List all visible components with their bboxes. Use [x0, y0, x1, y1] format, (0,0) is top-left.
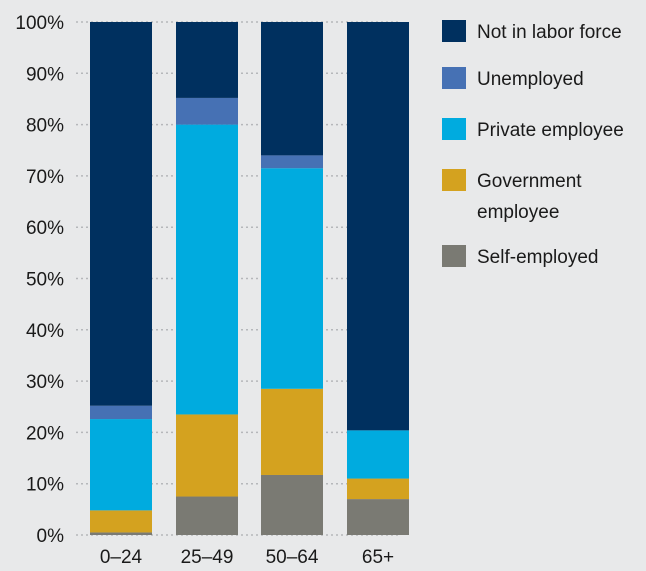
bar-segment-self-employed [347, 499, 409, 535]
y-tick-label: 70% [26, 167, 64, 188]
legend-swatch [442, 67, 466, 89]
bar-segment-private-employee [261, 168, 323, 389]
y-tick-label: 90% [26, 64, 64, 85]
bar-stack [90, 22, 152, 535]
bar-segment-government-employee [176, 414, 238, 497]
legend-label: Unemployed [477, 69, 584, 90]
legend-label: Government employee [477, 171, 582, 223]
bar-segment-private-employee [347, 430, 409, 479]
legend: Not in labor force Unemployed Private empl… [442, 20, 624, 268]
y-tick-label: 50% [26, 270, 64, 291]
bar-segment-private-employee [176, 124, 238, 415]
y-tick-label: 80% [26, 116, 64, 137]
bar-segment-private-employee [90, 419, 152, 511]
bar-segment-unemployed [261, 155, 323, 169]
legend-swatch [442, 169, 466, 191]
bar-segment-unemployed [176, 97, 238, 125]
legend-item: Unemployed [442, 67, 584, 90]
legend-item: Private employee [442, 118, 624, 141]
bar-segment-not-in-labor-force [90, 22, 152, 406]
legend-swatch [442, 20, 466, 42]
legend-item: Government employee [442, 169, 582, 223]
legend-item: Not in labor force [442, 20, 622, 43]
bar-segment-not-in-labor-force [261, 22, 323, 156]
x-tick-label: 25–49 [181, 547, 234, 568]
y-axis: 0% 10% 20% 30% 40% 50% 60% 70% 80% 90% 100% [15, 13, 64, 547]
bar-stack [261, 22, 323, 535]
y-tick-label: 30% [26, 372, 64, 393]
bar-segment-self-employed [261, 474, 323, 535]
bar-segment-government-employee [347, 478, 409, 500]
bar-segment-not-in-labor-force [176, 22, 238, 98]
legend-label: Self-employed [477, 247, 598, 268]
x-tick-label: 50–64 [266, 547, 319, 568]
x-tick-label: 0–24 [100, 547, 143, 568]
bar-stack [347, 22, 409, 535]
bar-segment-government-employee [261, 388, 323, 475]
x-axis: 0–24 25–49 50–64 65+ [100, 547, 394, 568]
legend-item: Self-employed [442, 245, 598, 268]
legend-swatch [442, 118, 466, 140]
bar-stack [176, 22, 238, 535]
bars [90, 22, 409, 535]
legend-label: Not in labor force [477, 22, 622, 43]
y-tick-label: 20% [26, 423, 64, 444]
legend-swatch [442, 245, 466, 267]
legend-label: Private employee [477, 120, 624, 141]
x-tick-label: 65+ [362, 547, 394, 568]
bar-segment-not-in-labor-force [347, 22, 409, 431]
bar-segment-self-employed [90, 532, 152, 535]
bar-segment-self-employed [176, 496, 238, 535]
bar-segment-unemployed [90, 405, 152, 420]
y-tick-label: 40% [26, 321, 64, 342]
y-tick-label: 10% [26, 475, 64, 496]
y-tick-label: 0% [37, 526, 65, 547]
y-tick-label: 100% [15, 13, 64, 34]
y-tick-label: 60% [26, 218, 64, 239]
bar-segment-government-employee [90, 510, 152, 533]
